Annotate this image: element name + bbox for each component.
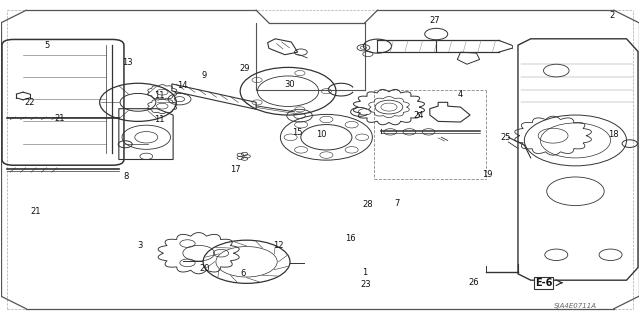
- Text: 3: 3: [137, 241, 143, 250]
- Text: 6: 6: [241, 269, 246, 278]
- Text: 7: 7: [394, 199, 399, 208]
- Text: 9: 9: [201, 71, 206, 80]
- Text: 24: 24: [413, 111, 424, 120]
- Text: 27: 27: [429, 16, 440, 25]
- Text: E-6: E-6: [535, 278, 552, 288]
- Text: 26: 26: [468, 278, 479, 287]
- Text: 21: 21: [31, 207, 41, 216]
- Text: 13: 13: [122, 58, 132, 67]
- Text: 21: 21: [54, 114, 65, 123]
- Text: 19: 19: [482, 170, 493, 179]
- Text: 1: 1: [362, 268, 367, 277]
- Text: 30: 30: [284, 80, 294, 89]
- Text: 8: 8: [123, 173, 129, 182]
- Text: 11: 11: [154, 115, 164, 124]
- Text: 22: 22: [24, 99, 35, 108]
- Text: 4: 4: [458, 90, 463, 99]
- Text: 28: 28: [363, 200, 373, 209]
- Text: 23: 23: [361, 279, 371, 288]
- Text: 29: 29: [239, 63, 250, 72]
- Text: SJA4E0711A: SJA4E0711A: [554, 303, 597, 309]
- Text: 17: 17: [230, 165, 241, 174]
- Text: 12: 12: [273, 241, 283, 250]
- Text: 18: 18: [609, 130, 619, 138]
- Text: 10: 10: [316, 130, 326, 138]
- Text: 20: 20: [200, 263, 211, 273]
- Text: 16: 16: [346, 234, 356, 243]
- Text: 5: 5: [44, 41, 49, 50]
- Text: 2: 2: [610, 11, 615, 20]
- Text: 25: 25: [500, 133, 511, 142]
- Text: 11: 11: [154, 92, 164, 100]
- Text: 14: 14: [177, 81, 188, 90]
- Text: 15: 15: [292, 128, 303, 137]
